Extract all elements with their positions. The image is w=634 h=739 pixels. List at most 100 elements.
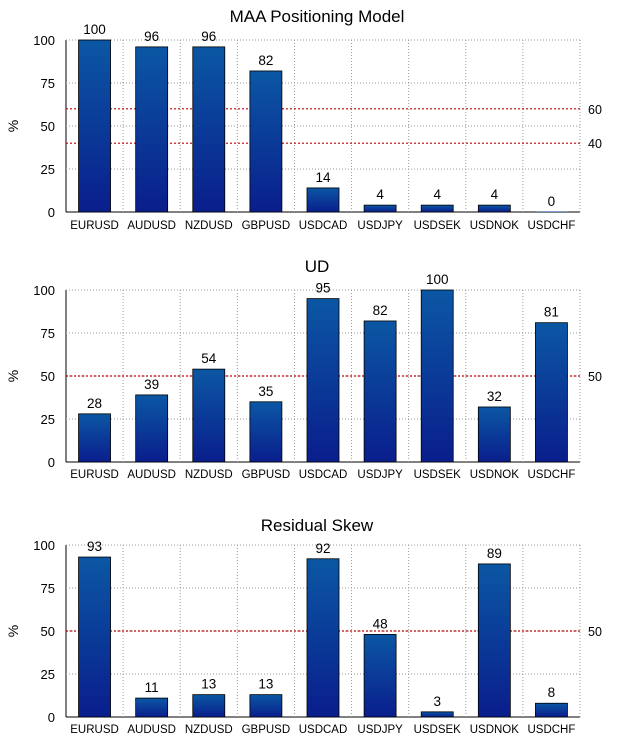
bar — [363, 320, 397, 463]
bar — [535, 211, 568, 212]
bar-value-label: 95 — [315, 281, 330, 296]
category-label: EURUSD — [70, 220, 119, 232]
bar — [249, 70, 283, 213]
bar-value-label: 82 — [258, 53, 273, 68]
category-label: USDCHF — [527, 724, 575, 736]
bar — [78, 556, 111, 718]
bar-value-label: 54 — [201, 351, 217, 366]
category-label: AUDUSD — [127, 469, 176, 481]
bar-value-label: 96 — [201, 29, 216, 44]
bar — [135, 46, 169, 213]
category-label: GBPUSD — [242, 220, 291, 232]
y-axis-label: % — [5, 625, 21, 637]
category-label: USDJPY — [357, 469, 403, 481]
bar-value-label: 0 — [548, 194, 556, 209]
y-tick-label: 50 — [41, 624, 55, 639]
y-tick-label: 0 — [48, 710, 55, 725]
reference-line-label: 60 — [588, 103, 602, 117]
bar — [477, 204, 511, 213]
category-label: USDSEK — [414, 469, 462, 481]
y-tick-label: 0 — [48, 205, 55, 220]
bar-value-label: 96 — [144, 29, 159, 44]
bar — [477, 406, 511, 463]
y-axis-label: % — [5, 120, 21, 132]
category-label: USDSEK — [414, 724, 462, 736]
reference-line-label: 50 — [588, 625, 602, 639]
bar-value-label: 89 — [487, 546, 502, 561]
category-label: USDSEK — [414, 220, 462, 232]
category-label: USDNOK — [470, 469, 520, 481]
bar — [420, 204, 454, 213]
category-label: USDNOK — [470, 220, 520, 232]
bar — [249, 401, 283, 463]
bar — [363, 634, 397, 718]
bar-value-label: 11 — [145, 680, 159, 695]
y-tick-label: 50 — [41, 369, 55, 384]
category-label: NZDUSD — [185, 469, 233, 481]
chart-title: MAA Positioning Model — [230, 7, 405, 26]
bar-value-label: 92 — [315, 541, 330, 556]
bar-value-label: 4 — [491, 187, 499, 202]
bar — [192, 368, 226, 463]
bar-value-label: 28 — [87, 396, 102, 411]
bar-value-label: 4 — [433, 187, 441, 202]
bar-value-label: 93 — [87, 539, 102, 554]
category-label: USDJPY — [357, 724, 403, 736]
bar-value-label: 48 — [373, 616, 388, 631]
category-label: USDCHF — [527, 469, 575, 481]
bar-value-label: 39 — [144, 377, 159, 392]
y-tick-label: 75 — [41, 326, 55, 341]
reference-line-label: 50 — [588, 370, 602, 384]
chart-title: UD — [305, 257, 330, 276]
category-label: GBPUSD — [242, 469, 291, 481]
reference-line-label: 40 — [588, 137, 602, 151]
category-label: USDCHF — [527, 220, 575, 232]
category-label: AUDUSD — [127, 724, 176, 736]
category-label: USDCAD — [299, 469, 348, 481]
bar — [363, 204, 397, 213]
bar — [535, 702, 568, 718]
y-tick-label: 75 — [41, 581, 55, 596]
category-label: NZDUSD — [185, 724, 233, 736]
bar-value-label: 14 — [315, 170, 331, 185]
bar-value-label: 3 — [433, 694, 441, 709]
bar-value-label: 13 — [258, 677, 273, 692]
category-label: GBPUSD — [242, 724, 291, 736]
y-axis-label: % — [5, 370, 21, 382]
y-tick-label: 100 — [33, 33, 55, 48]
bar — [192, 694, 226, 718]
y-tick-label: 75 — [41, 76, 55, 91]
y-tick-label: 25 — [41, 162, 55, 177]
chart-title: Residual Skew — [261, 516, 374, 535]
category-label: USDNOK — [470, 724, 520, 736]
bar — [477, 563, 511, 718]
bar — [420, 289, 454, 463]
y-tick-label: 50 — [41, 119, 55, 134]
category-label: EURUSD — [70, 724, 119, 736]
bar-value-label: 4 — [376, 187, 384, 202]
bar — [78, 39, 111, 213]
bar — [78, 413, 111, 463]
bar-value-label: 32 — [487, 389, 502, 404]
bar-value-label: 82 — [373, 303, 388, 318]
bar — [306, 558, 340, 718]
bar-value-label: 100 — [426, 272, 449, 287]
category-label: AUDUSD — [127, 220, 176, 232]
bar — [420, 711, 454, 718]
category-label: USDCAD — [299, 724, 348, 736]
bar — [135, 394, 169, 463]
bar-value-label: 100 — [83, 22, 106, 37]
category-label: USDCAD — [299, 220, 348, 232]
bar — [535, 322, 568, 463]
bar — [306, 298, 340, 463]
bar — [306, 187, 340, 213]
y-tick-label: 0 — [48, 455, 55, 470]
y-tick-label: 100 — [33, 538, 55, 553]
bar — [192, 46, 226, 213]
category-label: USDJPY — [357, 220, 403, 232]
bar — [249, 694, 283, 718]
y-tick-label: 25 — [41, 412, 55, 427]
bar — [135, 697, 169, 718]
bar-value-label: 35 — [258, 384, 273, 399]
